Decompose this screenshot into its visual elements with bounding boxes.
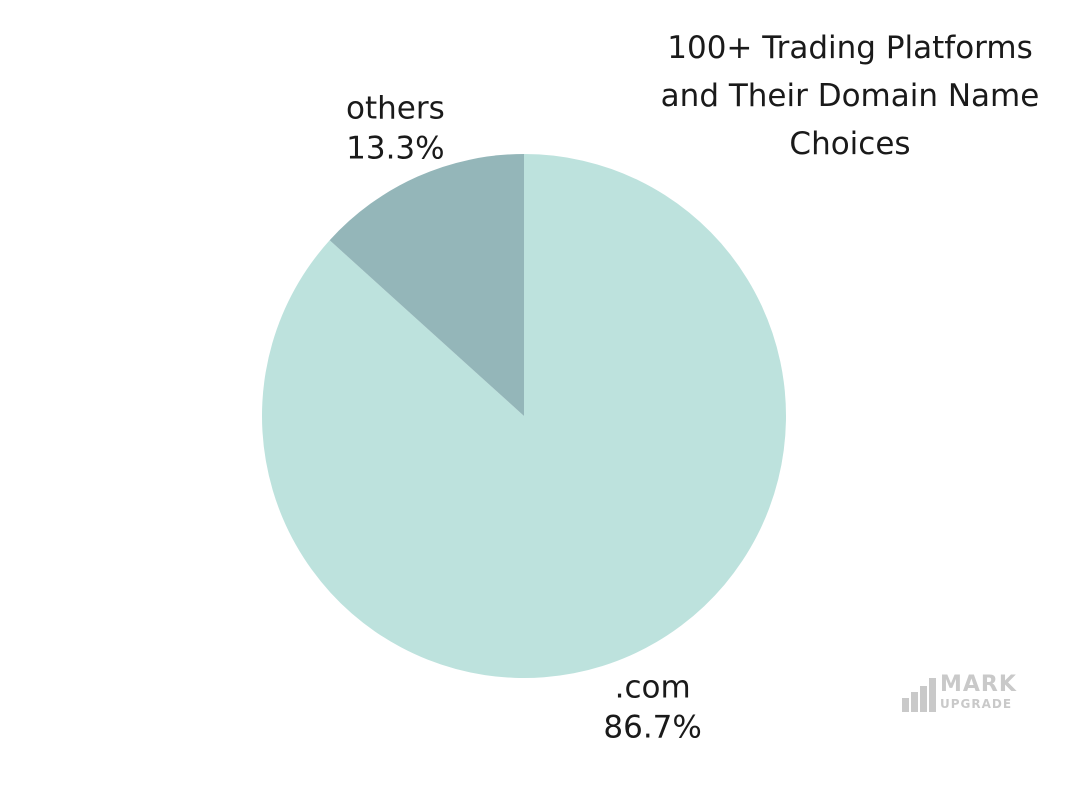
- slice-label-value: 13.3%: [346, 130, 444, 166]
- pie-labels: .com 86.7% others 13.3%: [346, 90, 702, 745]
- chart-title: 100+ Trading Platforms and Their Domain …: [660, 30, 1040, 162]
- logo-text-mark: MARK: [940, 672, 1017, 697]
- slice-label-name: .com: [615, 670, 691, 706]
- slice-label-value: 86.7%: [603, 710, 701, 746]
- logo-text-upgrade: UPGRADE: [940, 697, 1013, 711]
- pie-slices: [261, 154, 787, 678]
- bar-chart-icon: [902, 678, 936, 712]
- pie-slice-others: [329, 154, 524, 416]
- slice-label-name: others: [346, 90, 445, 126]
- mark-upgrade-logo: MARK UPGRADE: [902, 672, 1032, 716]
